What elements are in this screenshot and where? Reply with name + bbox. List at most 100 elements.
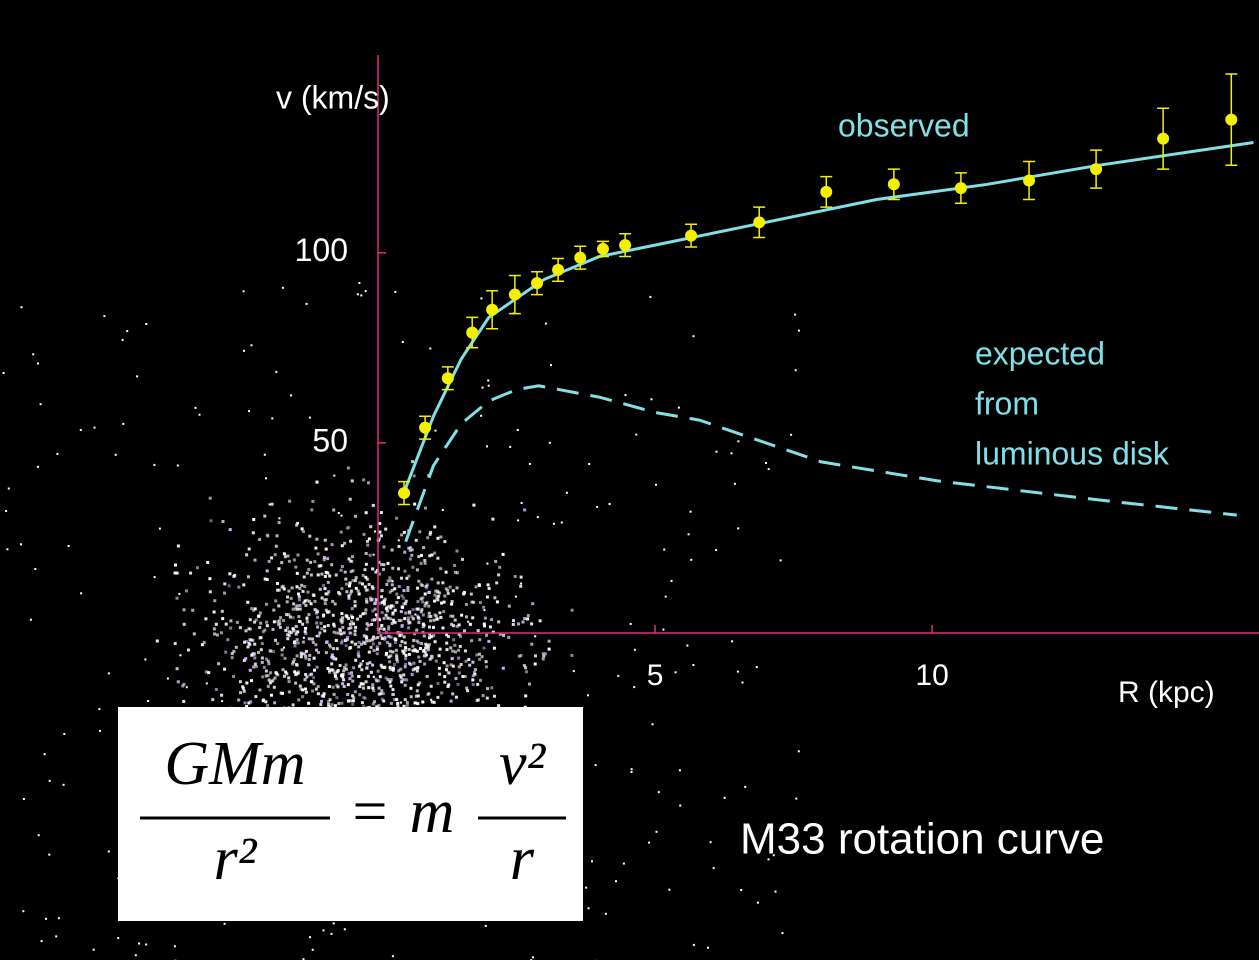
star [322, 584, 325, 587]
star [382, 602, 386, 606]
star [368, 661, 372, 665]
star [410, 548, 414, 552]
star [291, 662, 294, 666]
star [511, 623, 515, 626]
star [570, 608, 574, 612]
star [494, 559, 498, 563]
star [63, 733, 66, 735]
star [389, 654, 393, 658]
star [471, 678, 475, 682]
equation-text: r [510, 825, 535, 893]
star [454, 650, 457, 654]
star [415, 568, 419, 572]
star [209, 519, 213, 523]
star [364, 680, 368, 684]
star [572, 670, 575, 673]
star [174, 563, 177, 567]
star [272, 620, 276, 624]
star [470, 639, 474, 643]
star [341, 673, 345, 676]
star [382, 563, 386, 567]
star [406, 589, 410, 592]
star [296, 607, 300, 611]
star [328, 669, 331, 673]
star [365, 622, 369, 626]
star [442, 661, 446, 665]
star [380, 600, 384, 604]
star [176, 544, 180, 548]
star [472, 600, 476, 604]
star [495, 581, 499, 585]
star [214, 687, 218, 691]
star [462, 592, 466, 596]
star [283, 646, 285, 649]
star [439, 615, 443, 619]
star [408, 621, 412, 624]
star [258, 636, 262, 640]
star [523, 617, 527, 620]
star [286, 633, 290, 637]
star [416, 683, 420, 687]
star [361, 682, 365, 686]
star [145, 943, 148, 946]
star [382, 616, 386, 620]
star [395, 516, 399, 520]
star [204, 670, 208, 674]
star [331, 599, 335, 603]
star [396, 704, 400, 708]
star [223, 591, 226, 595]
star [2, 372, 5, 374]
star [245, 640, 248, 643]
star [390, 622, 394, 625]
star [412, 474, 416, 478]
star [526, 614, 530, 617]
star [56, 452, 59, 455]
star [423, 561, 427, 565]
star [304, 656, 308, 660]
star [329, 645, 332, 649]
star [421, 596, 425, 600]
star [416, 614, 420, 618]
star [550, 364, 552, 367]
star [451, 589, 455, 593]
star [313, 608, 317, 612]
star [426, 536, 430, 540]
star [424, 642, 428, 646]
star [400, 633, 404, 637]
star [399, 618, 403, 622]
star [424, 585, 428, 588]
star [349, 592, 353, 596]
star [451, 614, 455, 618]
star [67, 545, 70, 547]
star [454, 695, 458, 699]
star [670, 579, 673, 582]
star [524, 666, 528, 670]
star [307, 637, 311, 641]
star [249, 638, 253, 642]
star [361, 582, 364, 586]
star [495, 600, 499, 604]
star [358, 664, 362, 668]
star [281, 286, 284, 289]
star [361, 660, 364, 663]
star [767, 468, 770, 471]
star [382, 666, 386, 669]
star [377, 686, 381, 690]
star [348, 677, 352, 681]
star [311, 948, 314, 951]
star [570, 653, 574, 657]
star [587, 694, 589, 697]
star [678, 769, 681, 772]
star [389, 617, 392, 621]
star [585, 886, 588, 889]
star [492, 646, 496, 650]
star [438, 611, 442, 615]
fit-curve [402, 141, 1254, 493]
star [425, 675, 429, 678]
star [395, 698, 399, 701]
star [371, 663, 375, 667]
star [286, 554, 290, 558]
star [283, 674, 286, 678]
star [347, 596, 351, 600]
star [498, 565, 502, 569]
